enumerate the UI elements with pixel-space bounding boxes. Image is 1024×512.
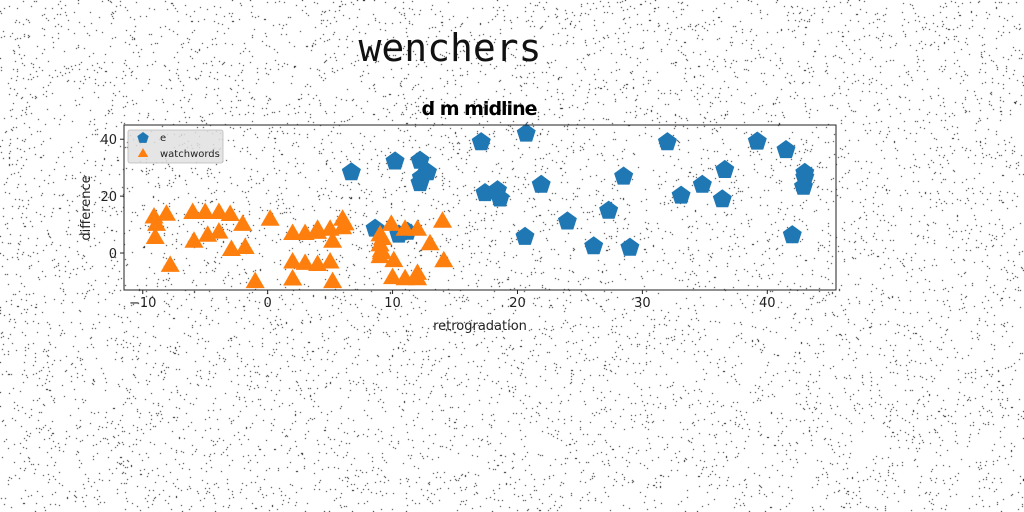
data-point-watchwords xyxy=(283,223,303,240)
legend: e watchwords xyxy=(127,129,224,164)
data-point-watchwords xyxy=(308,219,328,236)
data-point-watchwords xyxy=(183,202,203,219)
data-point-e xyxy=(599,200,619,219)
data-point-watchwords xyxy=(395,268,415,286)
data-point-watchwords xyxy=(408,219,428,236)
data-point-watchwords xyxy=(209,222,229,239)
data-point-e xyxy=(782,225,802,244)
data-point-e xyxy=(490,188,510,207)
data-point-watchwords xyxy=(145,227,165,244)
y-tick-label: 20 xyxy=(100,190,117,205)
data-point-e xyxy=(776,140,796,159)
data-point-e xyxy=(747,131,767,150)
legend-label-e: e xyxy=(160,133,166,144)
x-tick-label: 40 xyxy=(759,296,776,311)
data-point-watchwords xyxy=(156,204,176,221)
x-tick-label: 20 xyxy=(509,296,526,311)
x-tick-label: 30 xyxy=(634,296,651,311)
data-point-watchwords xyxy=(408,263,428,280)
data-point-watchwords xyxy=(384,250,404,268)
data-point-e xyxy=(712,189,732,208)
data-point-watchwords xyxy=(221,239,241,256)
data-point-watchwords xyxy=(381,214,401,231)
data-point-e xyxy=(385,151,405,170)
data-point-e xyxy=(795,167,815,186)
legend-label-watchwords: watchwords xyxy=(160,149,220,160)
data-point-e xyxy=(341,162,361,181)
data-point-watchwords xyxy=(395,219,415,236)
data-point-watchwords xyxy=(147,214,166,231)
data-point-watchwords xyxy=(323,231,343,248)
data-point-watchwords xyxy=(373,228,393,246)
y-tick-label: 40 xyxy=(100,133,117,148)
x-tick-label: −10 xyxy=(129,296,156,311)
data-point-e xyxy=(657,132,677,151)
x-tick-label: 10 xyxy=(384,296,401,311)
plot-area xyxy=(144,123,815,289)
data-point-watchwords xyxy=(433,211,453,228)
data-point-e xyxy=(515,226,535,245)
data-point-e xyxy=(692,174,712,193)
x-tick-label: 0 xyxy=(264,296,272,311)
data-point-watchwords xyxy=(233,214,253,231)
data-point-e xyxy=(557,211,577,230)
data-point-e xyxy=(715,159,735,178)
data-point-watchwords xyxy=(371,242,391,260)
y-tick-label: 0 xyxy=(109,247,117,262)
y-axis: 0 20 40 xyxy=(100,133,124,262)
data-point-watchwords xyxy=(260,209,280,226)
legend-marker-watchwords xyxy=(137,148,149,157)
data-point-watchwords xyxy=(245,271,265,289)
data-point-watchwords xyxy=(184,231,204,248)
legend-box xyxy=(127,129,224,164)
data-point-watchwords xyxy=(320,252,340,269)
chart-title: d m midline xyxy=(422,98,537,120)
data-point-e xyxy=(516,123,536,142)
data-point-e xyxy=(531,174,551,193)
x-axis-label: retrogradation xyxy=(433,319,527,334)
data-point-watchwords xyxy=(283,252,303,269)
page-title: wenchers xyxy=(358,26,542,70)
data-point-watchwords xyxy=(209,202,229,219)
data-point-e xyxy=(411,167,431,186)
data-point-watchwords xyxy=(283,269,303,286)
data-point-e xyxy=(620,237,640,256)
plot-frame xyxy=(123,124,837,291)
data-point-watchwords xyxy=(220,204,240,221)
legend-marker-shape xyxy=(137,148,149,157)
data-point-watchwords xyxy=(434,250,454,268)
data-point-watchwords xyxy=(335,213,355,231)
y-axis-label: difference xyxy=(79,175,94,240)
data-point-watchwords xyxy=(420,233,440,251)
data-point-e xyxy=(614,166,634,185)
data-point-watchwords xyxy=(160,255,180,272)
x-axis: −10 0 10 20 30 40 xyxy=(129,290,776,311)
data-point-e xyxy=(471,132,491,151)
data-point-watchwords xyxy=(235,237,255,254)
legend-marker-e xyxy=(137,132,149,143)
data-point-watchwords xyxy=(195,202,215,219)
data-point-watchwords xyxy=(295,253,315,270)
legend-marker-shape xyxy=(137,132,149,143)
data-point-watchwords xyxy=(383,267,403,285)
data-point-e xyxy=(584,236,604,255)
data-point-e xyxy=(671,185,691,204)
data-point-watchwords xyxy=(323,271,343,289)
